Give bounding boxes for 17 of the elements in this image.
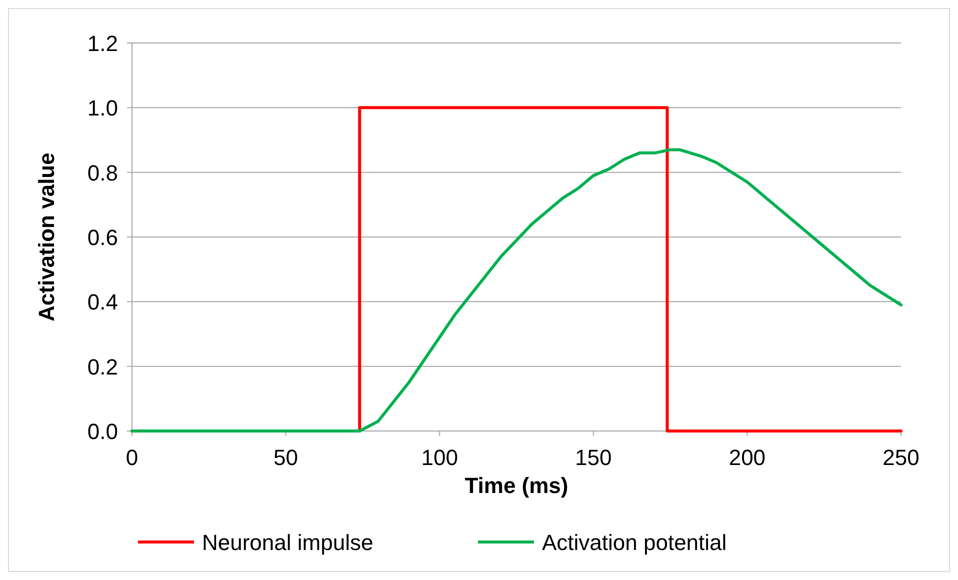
y-tick-label: 0.4 (87, 290, 118, 315)
x-tick-label: 200 (728, 445, 766, 470)
y-tick-label: 0.8 (87, 160, 118, 186)
y-axis-title: Activation value (34, 152, 59, 322)
x-tick-label: 100 (421, 445, 458, 470)
x-tick-label: 0 (126, 445, 138, 470)
y-tick-label: 0.2 (87, 354, 118, 380)
x-axis-title: Time (ms) (464, 473, 568, 498)
legend-label: Activation potential (542, 530, 727, 555)
y-tick-label: 0.0 (87, 419, 118, 444)
y-tick-label: 1.0 (87, 96, 118, 121)
x-tick-label: 50 (274, 445, 298, 470)
y-tick-label: 1.2 (87, 31, 118, 56)
x-tick-label: 250 (882, 445, 920, 470)
legend-label: Neuronal impulse (202, 530, 374, 555)
y-tick-label: 0.6 (87, 225, 118, 250)
x-tick-label: 150 (575, 445, 612, 470)
